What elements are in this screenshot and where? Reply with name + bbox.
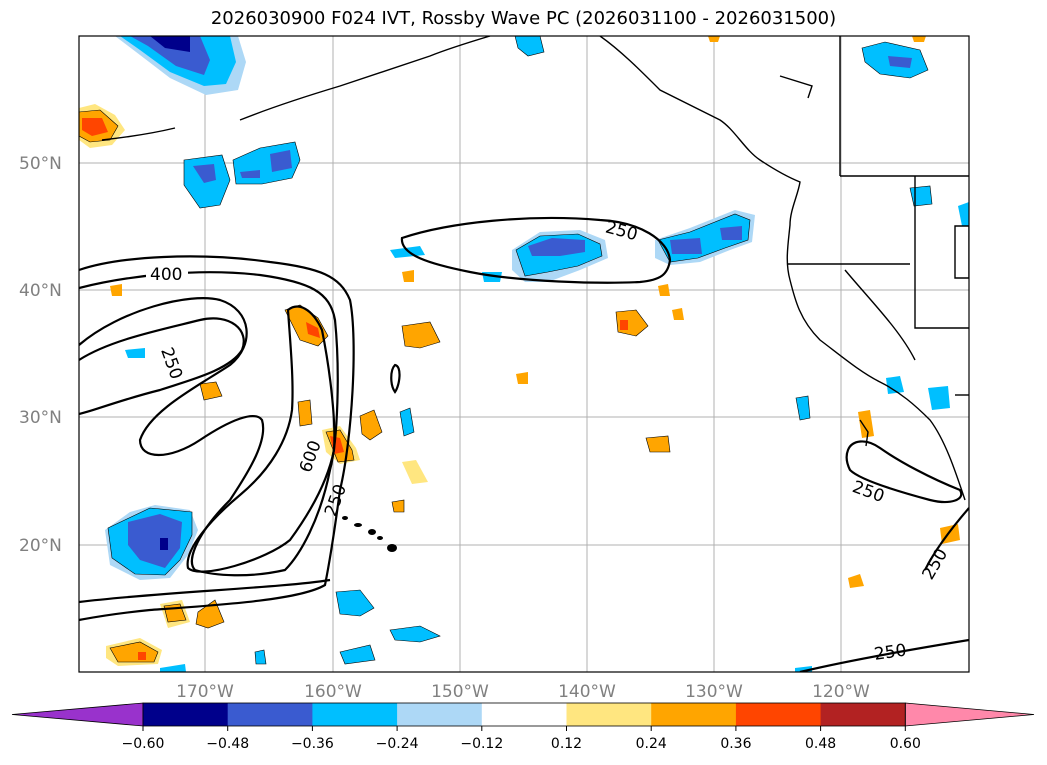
lon-label-160w: 160°W [304, 682, 362, 702]
lon-label-130w: 130°W [685, 682, 743, 702]
lat-label-20n: 20°N [19, 536, 62, 556]
colorbar-segment [735, 703, 822, 726]
lat-label-30n: 30°N [19, 408, 62, 428]
colorbar-tick-label: 0.48 [805, 736, 836, 752]
colorbar-segment [481, 703, 567, 726]
contour-label-400: 400 [150, 265, 182, 285]
map-area [79, 36, 969, 672]
colorbar-segment [651, 703, 737, 726]
colorbar-tick-label: 0.36 [720, 736, 751, 752]
colorbar-segment [397, 703, 483, 726]
colorbar-tick-label: −0.12 [460, 736, 503, 752]
colorbar-segment [227, 703, 313, 726]
colorbar-tick-label: −0.48 [206, 736, 249, 752]
gridlines [79, 36, 969, 672]
lon-label-170w: 170°W [176, 682, 234, 702]
colorbar-extend-high [904, 702, 1035, 727]
coastlines [101, 36, 969, 501]
map-border [78, 35, 970, 673]
colorbar-tick-label: 0.12 [551, 736, 582, 752]
lat-label-40n: 40°N [19, 281, 62, 301]
colorbar-segment [312, 703, 398, 726]
longitude-labels: 170°W 160°W 150°W 140°W 130°W 120°W [176, 682, 870, 702]
colorbar-tick-label: 0.24 [636, 736, 667, 752]
colorbar-tick-label: −0.36 [291, 736, 334, 752]
map-title: 2026030900 F024 IVT, Rossby Wave PC (202… [210, 8, 837, 29]
latitude-labels: 50°N 40°N 30°N 20°N [19, 154, 62, 556]
colorbar-tick-label: −0.24 [376, 736, 419, 752]
lon-label-150w: 150°W [431, 682, 489, 702]
rossby-wave-contours [79, 216, 969, 672]
lon-label-140w: 140°W [558, 682, 616, 702]
colorbar-segment [820, 703, 906, 726]
colorbar-frame [142, 702, 906, 727]
colorbar: −0.60 −0.48 −0.36 −0.24 −0.12 0.12 0.24 0.36 0.4… [11, 702, 1035, 752]
colorbar-segment [566, 703, 652, 726]
hawaii-islands [342, 516, 397, 552]
contour-label-250-south: 250 [873, 641, 908, 665]
colorbar-tick-label: −0.60 [122, 736, 165, 752]
colorbar-tick-label: 0.60 [890, 736, 921, 752]
colorbar-extend-low [11, 702, 144, 727]
colorbar-segment [143, 703, 229, 726]
lat-label-50n: 50°N [19, 154, 62, 174]
lon-label-120w: 120°W [812, 682, 870, 702]
